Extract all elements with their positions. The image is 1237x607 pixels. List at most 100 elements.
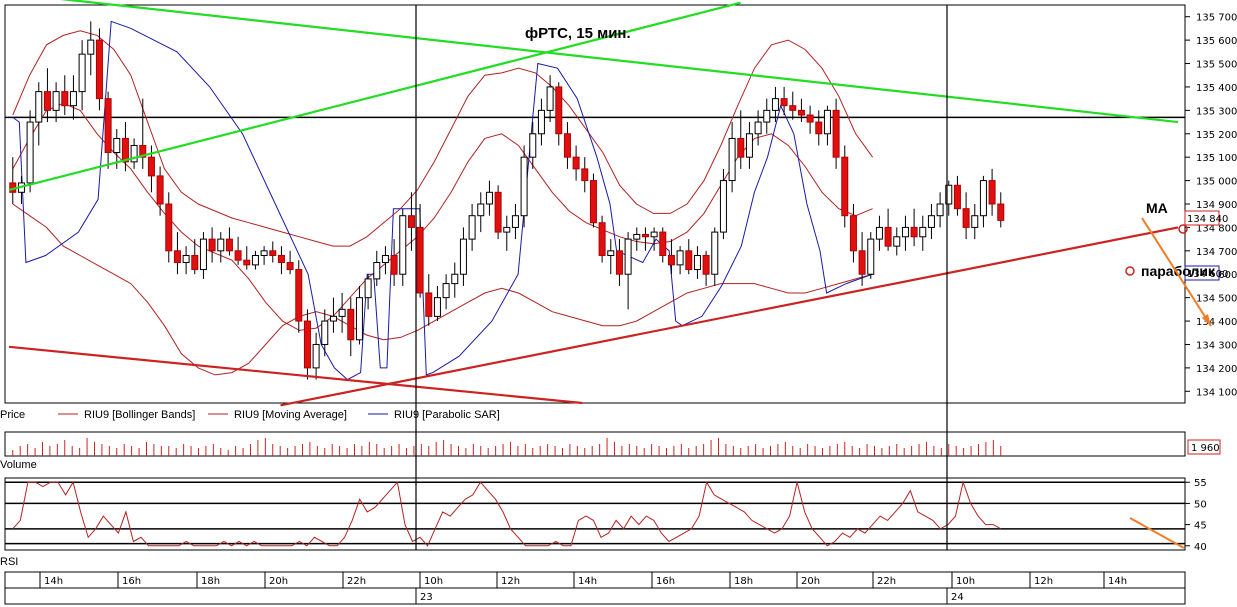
hour-label: 20h (801, 576, 820, 587)
candle (355, 285, 363, 345)
candle (130, 138, 138, 169)
candle-body (173, 250, 181, 264)
day-label: 24 (951, 592, 964, 603)
candle (676, 246, 684, 275)
candle-body (858, 250, 866, 275)
candle-body (572, 156, 580, 170)
candle-body (927, 215, 935, 228)
candle-body (633, 233, 641, 240)
candle (685, 239, 693, 275)
candle-body (962, 208, 970, 228)
candle-body (121, 137, 129, 163)
ma-marker (1178, 224, 1188, 234)
candle-body (711, 231, 719, 275)
candle (485, 180, 493, 216)
candle (780, 86, 788, 116)
candle (546, 75, 554, 123)
candle (329, 297, 337, 333)
time-axis: 14h 16h 18h 20h 22h 10h 12h 14h 16h 18h 20h 22h 10h 1… (4, 5, 1186, 605)
current-price-badge (1184, 210, 1220, 226)
candle-body (563, 133, 571, 158)
candle-body (260, 250, 268, 257)
candle-body (208, 238, 216, 252)
candle (407, 192, 415, 251)
hour-label: 14h (578, 576, 597, 587)
candle (884, 208, 892, 251)
candle-body (139, 144, 147, 158)
candle-body (641, 233, 649, 238)
candle-body (312, 343, 320, 369)
trendline-lower-ascending-green (8, 1, 741, 192)
parabolic-annotation: параболик (1141, 263, 1216, 279)
candle (104, 91, 112, 169)
forecast-arrow (1141, 217, 1212, 327)
candle (191, 239, 199, 275)
current-price-label: 134 840 (1187, 214, 1228, 225)
candle (338, 292, 346, 333)
candle (711, 227, 719, 286)
candle-body (537, 109, 545, 135)
candle (165, 192, 173, 263)
candle (95, 28, 103, 111)
candle-body (884, 226, 892, 247)
candle (425, 274, 433, 326)
candle (373, 250, 381, 286)
candle-body (381, 255, 389, 264)
legend-label: RIU9 [Parabolic SAR] (394, 409, 500, 421)
candle (910, 208, 918, 247)
price-tick-label: 135 400 (1196, 83, 1237, 94)
candle-body (433, 297, 441, 317)
candle-body (373, 262, 381, 280)
candle (381, 246, 389, 275)
parabolic-price-label: 134 600 (1187, 269, 1228, 280)
candle-body (988, 180, 996, 205)
candle (78, 40, 86, 111)
candle-body (355, 297, 363, 341)
candle-body (589, 180, 597, 224)
candle (823, 105, 831, 146)
candle (182, 246, 190, 275)
hour-label: 14h (44, 576, 63, 587)
candle-body (520, 156, 528, 217)
candle-body (35, 91, 43, 123)
hour-label: 12h (501, 576, 520, 587)
candle-body (95, 39, 103, 100)
candle (173, 232, 181, 275)
candle (43, 68, 51, 123)
candle (286, 250, 294, 275)
candle (35, 82, 43, 146)
candle (737, 110, 745, 169)
candle-body (763, 109, 771, 123)
price-tick-label: 135 300 (1196, 106, 1237, 117)
candle (858, 232, 866, 286)
candle (953, 175, 961, 216)
candle (442, 274, 450, 310)
chart-title: фРТС, 15 мин. (525, 25, 631, 42)
candle-body (390, 255, 398, 275)
candle (988, 168, 996, 216)
candle (217, 232, 225, 263)
price-tick-label: 135 200 (1196, 130, 1237, 141)
hour-label: 10h (956, 576, 975, 587)
candle (771, 86, 779, 123)
price-tick-label: 134 900 (1196, 200, 1237, 211)
candle (390, 239, 398, 286)
candle (451, 262, 459, 298)
candle-body (945, 184, 953, 205)
candle (537, 98, 545, 146)
candle (260, 246, 268, 265)
candle-body (113, 137, 121, 153)
candle (815, 110, 823, 146)
candle-body (745, 133, 753, 158)
candle (624, 232, 632, 310)
candle-body (147, 156, 155, 177)
candle-body (529, 133, 537, 158)
candle (693, 246, 701, 279)
hour-label: 16h (122, 576, 141, 587)
price-tick-label: 134 700 (1196, 247, 1237, 258)
candle (555, 82, 563, 146)
candle-body (234, 250, 242, 261)
candle-body (269, 250, 277, 257)
rsi-tick-label: 45 (1194, 521, 1207, 532)
